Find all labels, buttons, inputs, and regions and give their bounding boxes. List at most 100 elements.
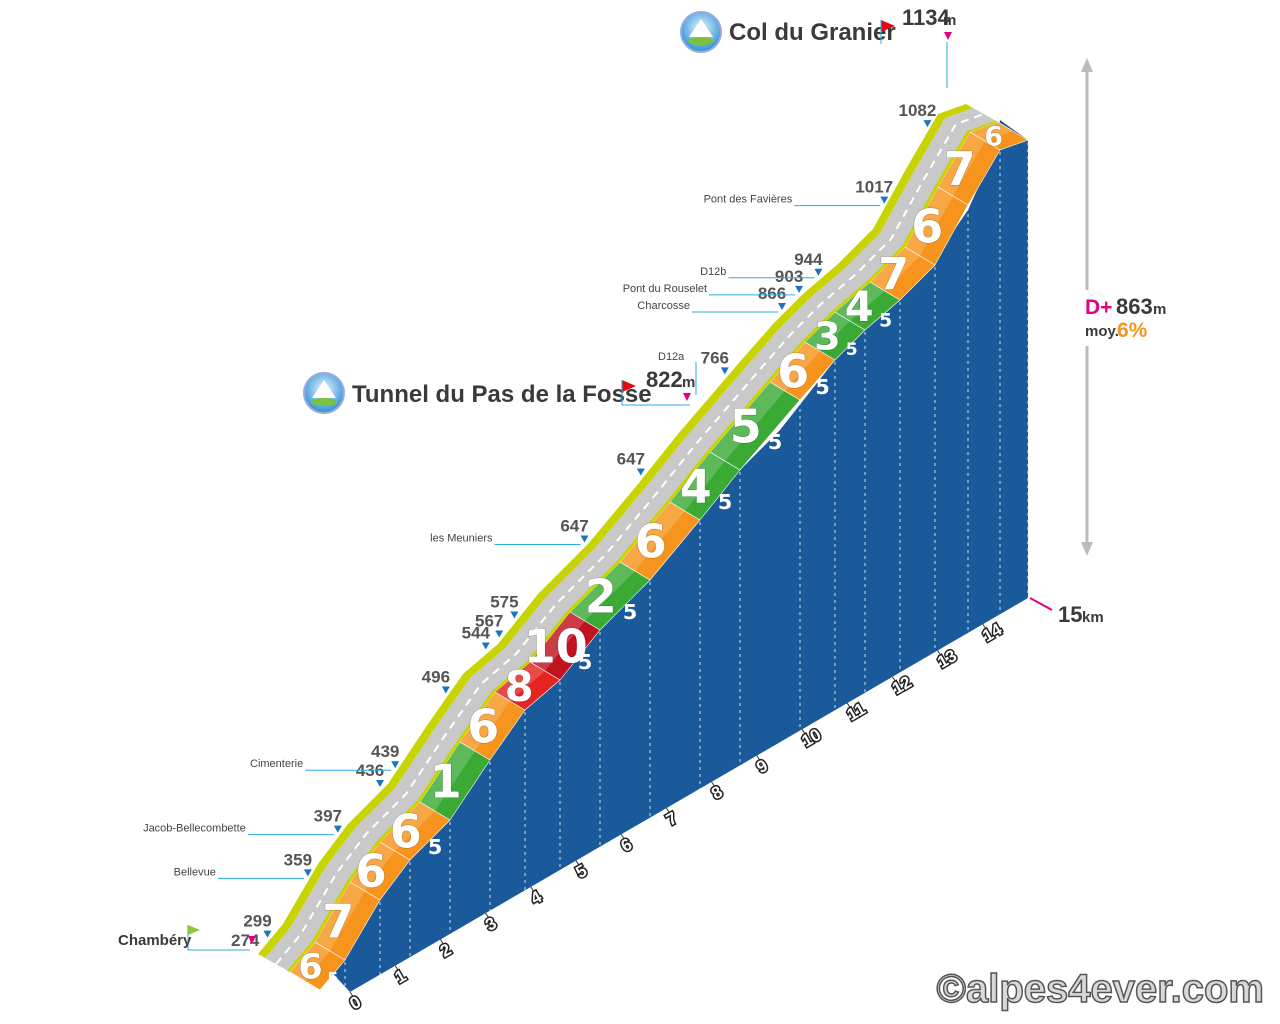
waypoint-8: 544 [462,624,491,650]
waypoint-marker [720,367,729,375]
km-tick-1 [394,965,400,973]
waypoint-marker [495,630,504,638]
waypoint-altitude-1: 274 [231,931,260,950]
waypoint-altitude: 544 [462,624,491,643]
svg-text:8: 8 [505,662,534,711]
summit-name: Col du Granier [729,19,896,46]
grade-segment-shade-14 [805,312,850,351]
waypoint-4: 397 Jacob-Bellecombette [143,807,342,836]
grade-segment-shade-9 [570,562,635,621]
km-label-0: 0 [347,992,365,1013]
start-name: Chambéry [118,932,192,949]
svg-text:6: 6 [777,345,809,399]
pass-label: Tunnel du Pas de la Fosse 822 m D12a [303,351,697,414]
waypoint-altitude: 397 [314,807,342,826]
km-tick-3 [485,912,491,920]
svg-text:7: 7 [878,249,909,301]
grade-segment-shade-2 [315,882,365,951]
waypoint-marker [580,535,589,543]
svg-text:6: 6 [298,947,322,988]
waypoint-altitude: 359 [284,850,312,869]
grade-label-6: 6 [467,699,500,754]
km-label-7: 7 [663,808,681,829]
waypoint-altitude: 766 [701,348,729,367]
waypoint-marker [391,761,400,769]
grade-segment-shade-6 [460,692,510,751]
svg-text:7: 7 [944,142,976,196]
waypoint-15: 903 Pont du Rouselet [623,267,803,296]
km-tick-10 [801,729,807,736]
summit-unit: m [943,12,956,29]
svg-text:3: 3 [814,316,841,360]
road-verge [258,104,973,958]
km-label-6: 6 [618,835,636,856]
waypoint-altitude: 647 [617,450,645,469]
km-label-3: 3 [482,913,500,934]
waypoint-10: 575 [490,593,519,619]
elevation-gain-block: D+ 863 m moy. 6% [1080,58,1170,556]
distance-label: 15 km [1029,597,1104,627]
km-tick-9 [756,755,762,762]
start-pin [248,936,256,944]
waypoint-16: 944 D12b [700,250,823,279]
svg-text:6: 6 [390,805,422,859]
svg-text:1: 1 [430,755,462,809]
waypoint-altitude: 575 [490,593,518,612]
svg-text:5: 5 [327,969,338,988]
km-tick-13 [937,650,943,657]
waypoint-marker [636,468,645,476]
waypoint-marker [880,196,889,204]
road-verge-right [287,121,998,972]
svg-text:5: 5 [428,835,442,859]
grade-segment-shade-8 [530,612,585,671]
grade-segment-shade-3 [350,842,395,891]
grade-segment-shade-15 [835,282,885,321]
svg-text:4: 4 [680,460,712,514]
km-tick-2 [439,939,445,946]
grade-label-3: 6 [355,845,387,899]
grade-segment-shade-4 [380,802,435,851]
waypoint-17: 1017 Pont des Favières [704,178,893,207]
svg-text:5: 5 [730,400,762,454]
grade-segment-shade-12 [710,382,785,461]
grade-segment-shade-11 [670,452,725,511]
waypoint-12: 647 [617,450,645,476]
waypoint-marker [814,268,823,276]
svg-text:6: 6 [984,122,1003,153]
km-label-9: 9 [753,756,771,777]
svg-text:5: 5 [718,490,732,514]
waypoint-altitude: 496 [422,668,450,687]
start-flag [188,925,200,935]
pass-altitude: 822 [646,367,683,392]
svg-text:5: 5 [578,650,592,674]
svg-text:5: 5 [768,430,782,454]
km-tick-0 [349,991,355,999]
pass-road: D12a [658,351,685,363]
grade-label-8: 105 [523,619,592,674]
waypoint-marker [376,780,384,787]
grade-label-18: 7 [943,142,976,197]
waypoint-marker [481,642,490,650]
avg-value: 6% [1117,319,1148,342]
waypoint-altitude: 866 [758,284,786,303]
svg-text:5: 5 [815,375,829,399]
grade-segment-shade-17 [905,187,953,256]
pass-flag [622,380,636,392]
waypoint-marker [303,869,312,877]
grade-label-7: 8 [504,661,534,711]
grade-label-5: 1 [429,754,462,809]
waypoint-7: 496 [422,668,450,694]
km-label-8: 8 [708,782,726,803]
svg-text:2: 2 [585,570,617,624]
summit-label: Col du Granier 1134 m [680,5,956,88]
waypoint-9: 567 [475,612,503,638]
avg-label: moy. [1085,323,1119,340]
waypoint-3: 359 Bellevue [174,850,312,879]
svg-text:4: 4 [845,282,874,331]
waypoint-6: 439 Cimenterie [250,742,400,771]
